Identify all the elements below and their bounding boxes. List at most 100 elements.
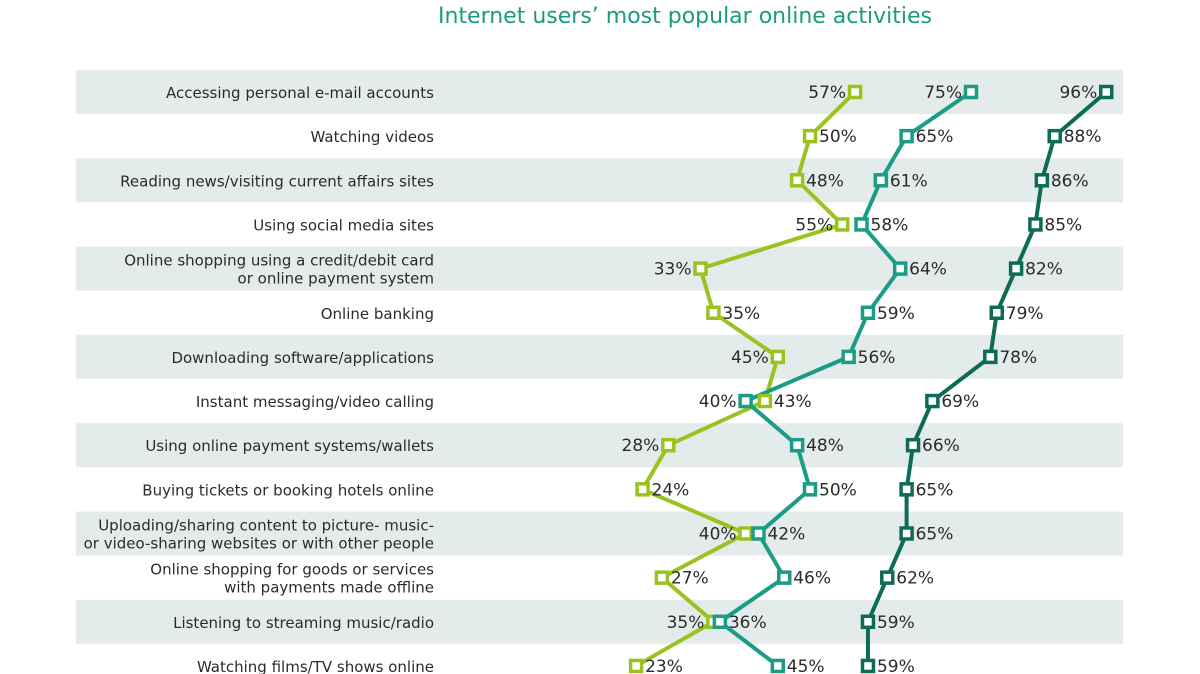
category-label: Accessing personal e-mail accounts <box>166 84 434 102</box>
data-label: 50% <box>819 127 857 147</box>
data-point <box>693 261 708 276</box>
data-label: 56% <box>858 348 896 368</box>
data-label: 66% <box>922 436 960 456</box>
row-band <box>76 599 1123 644</box>
data-point <box>1008 261 1024 276</box>
data-label: 57% <box>808 83 846 103</box>
data-label: 64% <box>909 260 947 280</box>
data-label: 88% <box>1064 127 1102 147</box>
data-label: 27% <box>671 569 709 589</box>
data-point <box>841 349 856 365</box>
data-label: 48% <box>806 171 844 191</box>
data-point <box>712 614 728 630</box>
data-point <box>860 614 876 630</box>
data-point <box>757 393 773 409</box>
data-point <box>789 173 805 188</box>
data-point <box>847 84 863 100</box>
data-point <box>880 570 895 585</box>
category-label: Downloading software/applications <box>171 349 434 367</box>
data-point <box>738 526 753 541</box>
data-point <box>751 526 766 541</box>
data-point <box>899 128 914 144</box>
category-label: Buying tickets or booking hotels online <box>142 481 434 499</box>
data-point <box>983 349 998 365</box>
data-point <box>738 393 753 409</box>
data-point <box>860 658 876 674</box>
data-point <box>770 658 786 674</box>
category-label: Online shopping for goods or services <box>150 561 434 579</box>
data-label: 58% <box>871 215 909 235</box>
category-label: Listening to streaming music/radio <box>173 614 434 632</box>
data-point <box>654 570 670 585</box>
data-point <box>770 349 786 365</box>
data-point <box>628 658 644 674</box>
category-label: with payments made offline <box>224 579 434 597</box>
data-label: 40% <box>699 525 737 545</box>
data-label: 69% <box>941 392 979 412</box>
data-point <box>1028 217 1043 232</box>
data-point <box>789 437 805 453</box>
data-label: 48% <box>806 436 844 456</box>
data-point <box>905 437 921 453</box>
data-point <box>925 393 940 409</box>
data-label: 78% <box>999 348 1037 368</box>
data-label: 61% <box>890 171 928 191</box>
data-point <box>860 305 876 320</box>
data-point <box>706 305 721 320</box>
data-label: 28% <box>622 436 660 456</box>
data-point <box>963 84 979 100</box>
data-point <box>1034 173 1050 188</box>
data-label: 50% <box>819 480 857 500</box>
data-label: 24% <box>652 480 690 500</box>
data-label: 65% <box>916 127 954 147</box>
data-label: 40% <box>699 392 737 412</box>
data-point <box>802 482 818 497</box>
data-label: 23% <box>645 657 683 674</box>
series-line <box>865 90 1108 666</box>
category-label: Online shopping using a credit/debit car… <box>124 252 434 270</box>
data-label: 96% <box>1059 83 1097 103</box>
data-label: 59% <box>877 657 915 674</box>
data-point <box>834 217 850 232</box>
data-label: 79% <box>1006 304 1044 324</box>
data-point <box>776 570 792 585</box>
row-band <box>76 511 1123 556</box>
data-label: 45% <box>787 657 825 674</box>
data-label: 43% <box>774 392 812 412</box>
category-label: or video-sharing websites or with other … <box>84 535 434 553</box>
category-label: Using online payment systems/wallets <box>145 437 434 455</box>
data-label: 55% <box>795 215 833 235</box>
data-point <box>989 305 1005 320</box>
data-point <box>892 261 908 276</box>
data-label: 82% <box>1025 260 1063 280</box>
data-label: 59% <box>877 613 915 633</box>
data-point <box>854 217 869 232</box>
category-label: or online payment system <box>238 270 434 288</box>
category-label: Online banking <box>321 305 434 323</box>
data-point <box>1098 84 1114 100</box>
data-point <box>1047 128 1062 144</box>
data-label: 35% <box>722 304 760 324</box>
row-band <box>76 423 1123 468</box>
data-label: 65% <box>916 480 954 500</box>
data-label: 35% <box>667 613 705 633</box>
data-label: 42% <box>767 525 805 545</box>
data-label: 33% <box>654 260 692 280</box>
category-label: Reading news/visiting current affairs si… <box>120 172 434 190</box>
row-band <box>76 246 1123 291</box>
data-label: 65% <box>916 525 954 545</box>
data-label: 86% <box>1051 171 1089 191</box>
chart-title: Internet users’ most popular online acti… <box>437 4 932 29</box>
category-label: Watching videos <box>311 128 435 146</box>
category-label: Watching films/TV shows online <box>197 658 434 674</box>
series-line <box>717 90 973 668</box>
data-point <box>899 482 914 497</box>
data-label: 46% <box>793 569 831 589</box>
data-label: 36% <box>729 613 767 633</box>
row-band <box>76 334 1123 379</box>
data-label: 45% <box>731 348 769 368</box>
category-label: Uploading/sharing content to picture- mu… <box>98 517 434 535</box>
category-label: Using social media sites <box>253 216 434 234</box>
row-band <box>76 158 1123 203</box>
